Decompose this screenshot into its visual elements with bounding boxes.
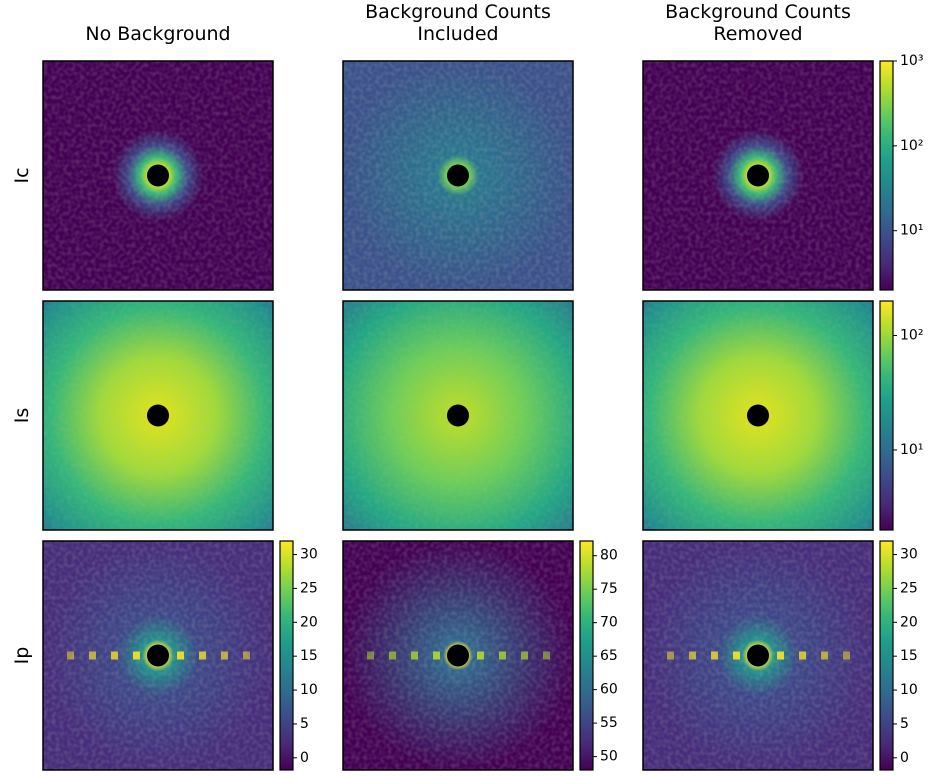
row-label: Ip bbox=[11, 647, 33, 665]
panel-frame bbox=[42, 60, 274, 291]
colorbar-tick-label: 10 bbox=[300, 682, 318, 698]
panel-frame bbox=[342, 300, 574, 531]
panel-frame bbox=[42, 540, 274, 771]
beam-stop bbox=[747, 164, 769, 187]
panel-frame bbox=[642, 60, 874, 291]
panel-frame bbox=[642, 300, 874, 531]
streak-pixel bbox=[477, 651, 484, 660]
colorbar-tick-label: 15 bbox=[300, 648, 318, 664]
column-title: Background Counts bbox=[665, 1, 851, 23]
colorbar bbox=[279, 540, 294, 771]
streak-pixel bbox=[667, 651, 674, 660]
streak-pixel bbox=[221, 651, 228, 660]
streak-pixel bbox=[411, 651, 418, 660]
panel-frame bbox=[342, 60, 574, 291]
streak-pixel bbox=[243, 651, 250, 660]
colorbar-tick-label: 15 bbox=[900, 648, 918, 664]
streak-pixel bbox=[433, 651, 440, 660]
colorbar-tick-label: 75 bbox=[600, 581, 618, 597]
beam-stop bbox=[147, 644, 169, 667]
colorbar-tick-label: 25 bbox=[900, 580, 918, 596]
beam-stop bbox=[447, 644, 469, 667]
streak-pixel bbox=[711, 651, 718, 660]
beam-stop bbox=[447, 164, 469, 187]
colorbar-tick-label: 25 bbox=[300, 580, 318, 596]
colorbar-tick-label: 80 bbox=[600, 548, 618, 564]
colorbar-tick-label: 10² bbox=[900, 138, 923, 154]
streak-pixel bbox=[89, 651, 96, 660]
colorbar-tick-label: 5 bbox=[300, 716, 309, 732]
colorbar-tick-label: 10¹ bbox=[900, 223, 923, 239]
colorbar-tick-label: 20 bbox=[300, 614, 318, 630]
streak-pixel bbox=[199, 651, 206, 660]
colorbar-tick-label: 0 bbox=[900, 750, 909, 766]
colorbar-tick-label: 10² bbox=[900, 327, 923, 343]
streak-pixel bbox=[843, 651, 850, 660]
colorbar-tick-label: 10 bbox=[900, 682, 918, 698]
column-title: Included bbox=[417, 23, 498, 45]
streak-pixel bbox=[367, 651, 374, 660]
colorbar-tick-label: 60 bbox=[600, 682, 618, 698]
row-label: Ic bbox=[11, 167, 33, 183]
streak-pixel bbox=[133, 651, 140, 660]
panel-frame bbox=[342, 540, 574, 771]
colorbar bbox=[579, 540, 594, 771]
beam-stop bbox=[747, 404, 769, 427]
streak-pixel bbox=[111, 651, 118, 660]
row-label: Is bbox=[11, 408, 33, 424]
colorbar-tick-label: 30 bbox=[900, 547, 918, 563]
colorbar-tick-label: 20 bbox=[900, 614, 918, 630]
streak-pixel bbox=[67, 651, 74, 660]
streak-pixel bbox=[799, 651, 806, 660]
streak-pixel bbox=[389, 651, 396, 660]
beam-stop bbox=[147, 404, 169, 427]
beam-stop bbox=[747, 644, 769, 667]
panel-frame bbox=[642, 540, 874, 771]
colorbar-tick-label: 10³ bbox=[900, 53, 923, 69]
colorbar-tick-label: 0 bbox=[300, 750, 309, 766]
colorbar-tick-label: 30 bbox=[300, 547, 318, 563]
colorbar-tick-label: 50 bbox=[600, 749, 618, 765]
colorbar-tick-label: 65 bbox=[600, 648, 618, 664]
streak-pixel bbox=[543, 651, 550, 660]
streak-pixel bbox=[689, 651, 696, 660]
colorbar-tick-label: 5 bbox=[900, 716, 909, 732]
streak-pixel bbox=[499, 651, 506, 660]
streak-pixel bbox=[733, 651, 740, 660]
column-title: No Background bbox=[85, 23, 230, 45]
colorbar bbox=[879, 300, 894, 531]
streak-pixel bbox=[777, 651, 784, 660]
beam-stop bbox=[447, 404, 469, 427]
beam-stop bbox=[147, 164, 169, 187]
colorbar bbox=[879, 60, 894, 291]
colorbar-tick-label: 10¹ bbox=[900, 442, 923, 458]
column-title: Background Counts bbox=[365, 1, 551, 23]
panel-frame bbox=[42, 300, 274, 531]
streak-pixel bbox=[521, 651, 528, 660]
streak-pixel bbox=[177, 651, 184, 660]
colorbar-tick-label: 70 bbox=[600, 615, 618, 631]
streak-pixel bbox=[821, 651, 828, 660]
colorbar-tick-label: 55 bbox=[600, 715, 618, 731]
colorbar bbox=[879, 540, 894, 771]
column-title: Removed bbox=[713, 23, 802, 45]
